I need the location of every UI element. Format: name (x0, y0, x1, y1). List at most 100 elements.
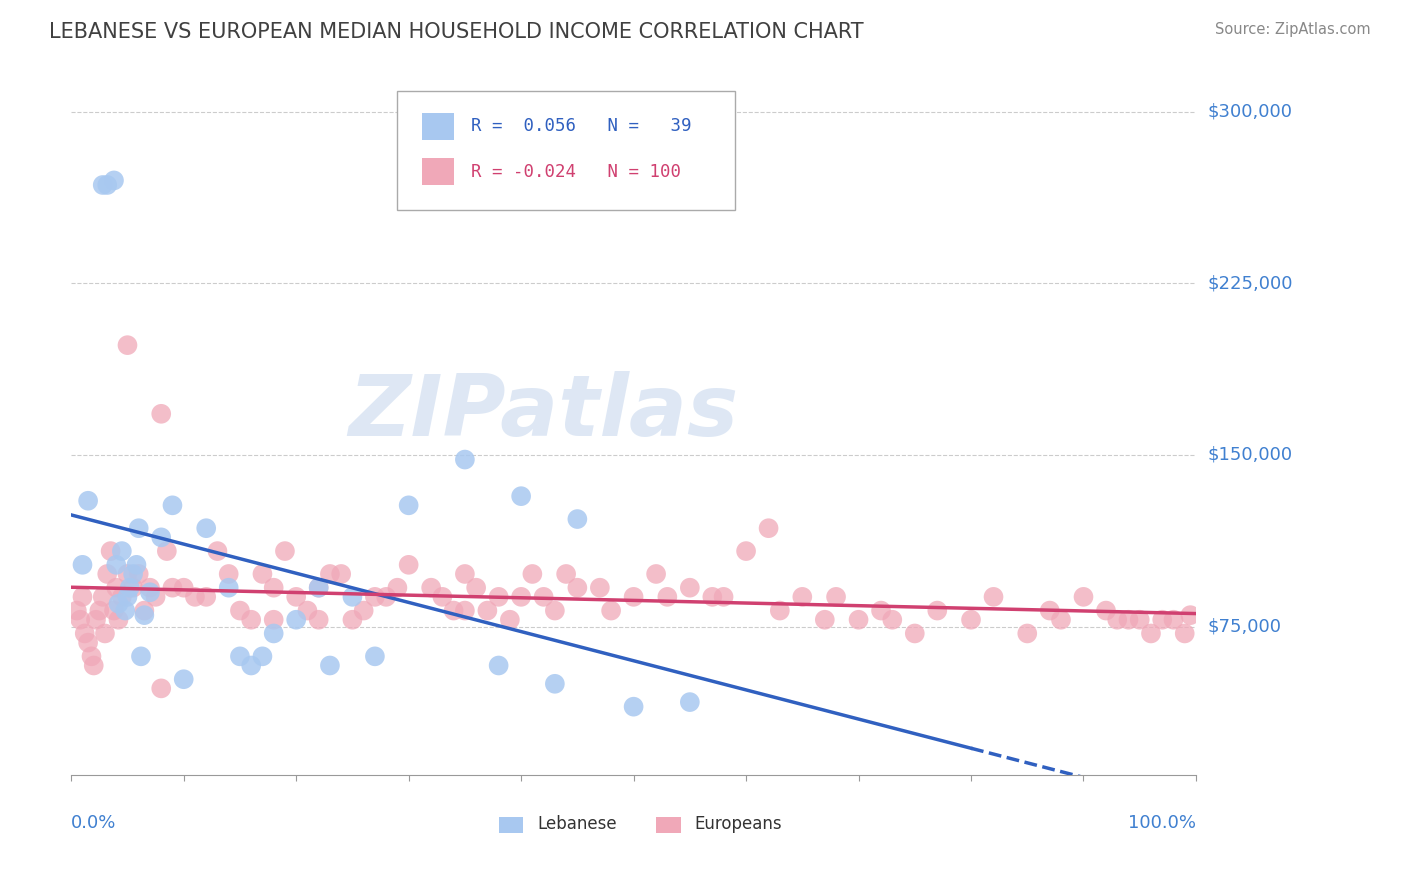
Point (398, 558, 420, 572)
Point (1095, 604, 1118, 618)
Point (173, 581, 195, 595)
Point (510, 590, 533, 604)
Point (103, 604, 125, 618)
Point (263, 613, 285, 627)
Point (488, 590, 510, 604)
Point (758, 521, 780, 535)
Point (533, 590, 555, 604)
Point (207, 544, 229, 558)
Text: $300,000: $300,000 (1208, 103, 1292, 120)
Point (139, 585, 162, 599)
Point (432, 590, 454, 604)
Text: $225,000: $225,000 (1208, 275, 1292, 293)
Point (1118, 613, 1140, 627)
Point (364, 590, 387, 604)
Point (792, 590, 814, 604)
Point (735, 544, 758, 558)
Point (162, 499, 184, 513)
Text: Europeans: Europeans (695, 815, 782, 833)
Point (983, 590, 1005, 604)
Point (927, 604, 949, 618)
Text: LEBANESE VS EUROPEAN MEDIAN HOUSEHOLD INCOME CORRELATION CHART: LEBANESE VS EUROPEAN MEDIAN HOUSEHOLD IN… (49, 22, 863, 42)
FancyBboxPatch shape (657, 817, 681, 832)
Point (129, 649, 152, 664)
Point (882, 613, 904, 627)
FancyBboxPatch shape (499, 817, 523, 832)
FancyBboxPatch shape (422, 159, 454, 185)
Point (960, 613, 983, 627)
Point (77, 635, 100, 649)
Point (240, 613, 263, 627)
Point (477, 604, 499, 618)
Point (156, 544, 179, 558)
Text: Lebanese: Lebanese (537, 815, 616, 833)
Point (499, 613, 522, 627)
Point (117, 566, 139, 581)
Text: Source: ZipAtlas.com: Source: ZipAtlas.com (1215, 22, 1371, 37)
Point (80, 649, 103, 664)
Point (1050, 613, 1073, 627)
Point (89, 604, 111, 618)
Point (94, 626, 117, 640)
Point (240, 658, 263, 673)
Point (342, 613, 364, 627)
Point (555, 566, 578, 581)
Point (510, 489, 533, 503)
Point (319, 658, 342, 673)
Text: R = -0.024   N = 100: R = -0.024 N = 100 (471, 162, 681, 181)
Point (420, 581, 443, 595)
Point (195, 590, 218, 604)
Text: 100.0%: 100.0% (1128, 814, 1197, 831)
Point (454, 566, 477, 581)
Point (353, 604, 375, 618)
Point (134, 608, 156, 623)
Point (387, 581, 409, 595)
Point (145, 590, 167, 604)
Point (814, 613, 837, 627)
Point (308, 613, 330, 627)
FancyBboxPatch shape (398, 91, 735, 210)
Point (1129, 613, 1152, 627)
Point (150, 681, 173, 696)
Point (96, 178, 118, 192)
Point (134, 604, 156, 618)
Point (91, 590, 114, 604)
Point (375, 590, 398, 604)
Text: 0.0%: 0.0% (72, 814, 117, 831)
Point (1073, 590, 1095, 604)
Point (139, 581, 162, 595)
Point (364, 649, 387, 664)
Point (91, 178, 114, 192)
Point (107, 597, 129, 611)
Point (117, 338, 139, 352)
Point (679, 695, 702, 709)
Point (218, 581, 240, 595)
Point (107, 613, 129, 627)
Point (679, 581, 702, 595)
Point (319, 566, 342, 581)
Point (162, 581, 184, 595)
Point (330, 566, 353, 581)
Point (1152, 613, 1174, 627)
Point (84, 613, 107, 627)
Point (105, 558, 128, 572)
Point (1180, 608, 1202, 623)
Point (567, 512, 589, 526)
Point (297, 604, 319, 618)
Point (454, 604, 477, 618)
Point (69, 613, 91, 627)
Text: $75,000: $75,000 (1208, 617, 1281, 636)
Point (96, 566, 118, 581)
Point (184, 590, 207, 604)
Point (623, 590, 645, 604)
Point (285, 590, 308, 604)
Point (218, 566, 240, 581)
Point (645, 566, 668, 581)
Point (150, 530, 173, 544)
Point (117, 590, 139, 604)
Point (544, 677, 567, 691)
Point (600, 604, 623, 618)
Point (1174, 626, 1197, 640)
Point (114, 604, 136, 618)
Point (150, 407, 173, 421)
